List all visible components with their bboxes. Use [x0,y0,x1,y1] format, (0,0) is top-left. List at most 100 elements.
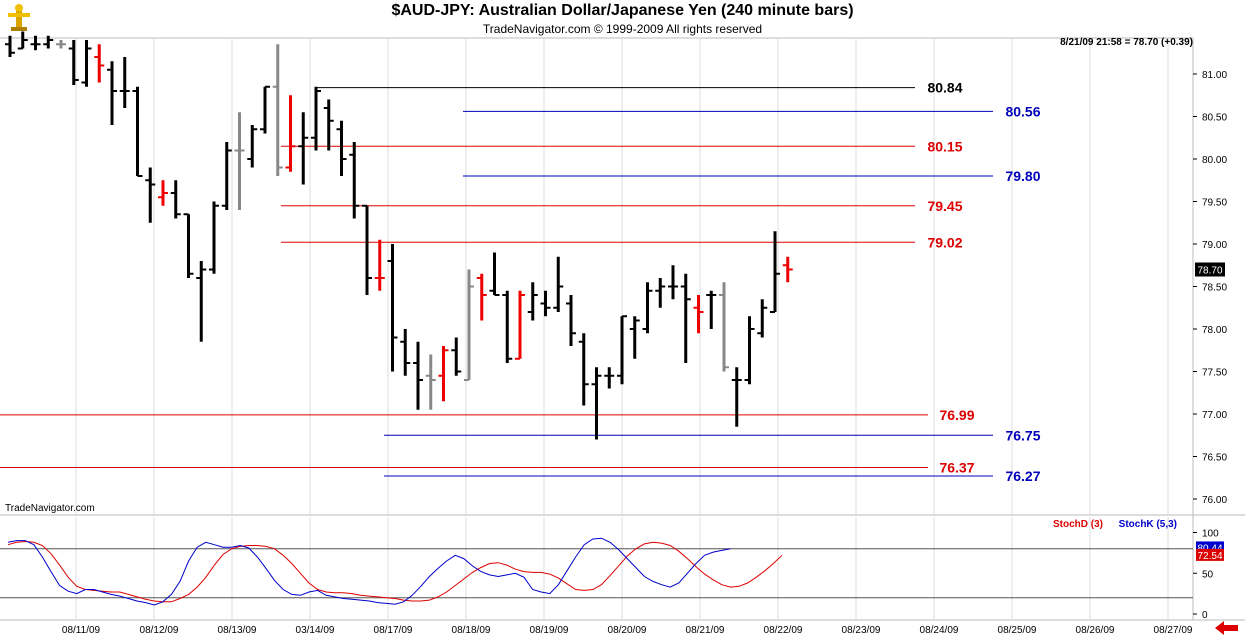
x-tick-label: 08/19/09 [530,625,569,636]
ohlc-bar [617,315,627,385]
ohlc-bar [629,316,640,359]
x-tick-label: 08/21/09 [686,625,725,636]
ohlc-bar [489,252,500,296]
ohlc-bar [502,290,513,363]
ohlc-bar [425,354,436,410]
ohlc-bar [209,201,219,274]
last-price-box [1195,262,1225,277]
ohlc-bar [221,142,232,210]
level-label: 80.84 [927,80,962,96]
ohlc-bar [260,85,270,134]
chart-subtitle: TradeNavigator.com © 1999-2009 All right… [482,22,763,36]
ohlc-bar [413,341,423,410]
ohlc-bar [578,333,589,406]
stoch-d-value-box [1196,548,1224,561]
stoch-d-line [7,540,783,603]
logo-icon [4,3,34,33]
ohlc-bar [642,282,653,334]
ohlc-bar [285,95,296,172]
ohlc-bar [56,40,66,49]
level-label: 79.45 [927,198,962,214]
ohlc-bar [170,180,181,219]
x-tick-label: 08/18/09 [452,625,491,636]
ohlc-bar [476,273,487,321]
level-label: 79.02 [927,234,962,250]
ohlc-bar [145,167,156,223]
x-tick-label: 08/11/09 [62,625,101,636]
level-label: 80.15 [927,138,962,154]
ohlc-bar [387,244,398,372]
ohlc-bar [94,44,105,83]
ohlc-bar [451,337,462,376]
ohlc-bar [17,31,28,50]
ohlc-bar [43,35,54,49]
watermark: TradeNavigator.com [5,503,95,514]
ohlc-bar [107,61,117,125]
ohlc-bar [374,239,385,291]
ohlc-bar [553,256,564,312]
stoch-y-tick-label: 100 [1202,529,1219,540]
ohlc-bar [604,367,615,389]
x-tick-label: 08/27/09 [1154,625,1193,636]
ohlc-bar [706,290,717,329]
y-tick-label: 78.50 [1202,283,1227,294]
ohlc-bar [298,112,309,185]
y-tick-label: 77.00 [1202,410,1227,421]
ohlc-bar [336,120,347,176]
y-tick-label: 76.00 [1202,495,1227,506]
x-tick-label: 08/23/09 [842,625,881,636]
ohlc-bar [680,273,691,363]
ohlc-bar [591,367,602,440]
ohlc-bar [566,295,576,346]
ohlc-bar [782,256,793,283]
ohlc-bar [719,282,729,372]
stoch-y-tick-label: 0 [1202,610,1208,621]
x-tick-label: 08/22/09 [764,625,803,636]
y-tick-label: 79.00 [1202,240,1227,251]
y-tick-label: 78.00 [1202,325,1227,336]
y-tick-label: 80.00 [1202,155,1227,166]
level-label: 76.37 [939,460,974,476]
level-label: 76.75 [1005,427,1040,443]
last-quote: 8/21/09 21:58 = 78.70 (+0.39) [1060,37,1193,48]
y-tick-label: 76.50 [1202,453,1227,464]
ohlc-bar [400,329,411,376]
ohlc-bar [323,99,334,151]
ohlc-bar [527,282,538,321]
ohlc-bar [362,204,372,295]
level-label: 76.99 [939,407,974,423]
legend-label: StochK (5,3) [1119,519,1177,530]
x-tick-label: 08/24/09 [920,625,959,636]
ohlc-bar [68,40,79,86]
ohlc-bar [247,125,258,168]
ohlc-bar [693,295,704,334]
legend-label: StochD (3) [1053,519,1103,530]
x-tick-label: 03/14/09 [296,625,335,636]
ohlc-bar [5,35,15,57]
ohlc-bar [744,316,755,385]
last-price-label: 78.70 [1197,266,1222,277]
ohlc-bar [438,346,449,402]
x-tick-label: 08/12/09 [140,625,179,636]
ohlc-bar [540,290,551,317]
ohlc-bar [132,86,143,177]
stoch-y-tick-label: 50 [1202,569,1214,580]
ohlc-bar [30,35,41,51]
ohlc-bar [81,40,92,87]
ohlc-bar [770,231,780,313]
x-tick-label: 08/20/09 [608,625,647,636]
scroll-left-arrow-icon [1215,621,1238,635]
ohlc-bar [158,180,168,206]
ohlc-bar [196,261,207,342]
ohlc-bar [655,278,666,308]
y-tick-label: 80.50 [1202,113,1227,124]
ohlc-bar [464,269,474,381]
x-tick-label: 08/13/09 [218,625,257,636]
chart-title: $AUD-JPY: Australian Dollar/Japanese Yen… [391,2,854,19]
y-tick-label: 81.00 [1202,70,1227,81]
ohlc-bar [234,112,245,210]
ohlc-bar [515,290,525,360]
level-label: 80.56 [1005,103,1040,119]
y-tick-label: 77.50 [1202,368,1227,379]
